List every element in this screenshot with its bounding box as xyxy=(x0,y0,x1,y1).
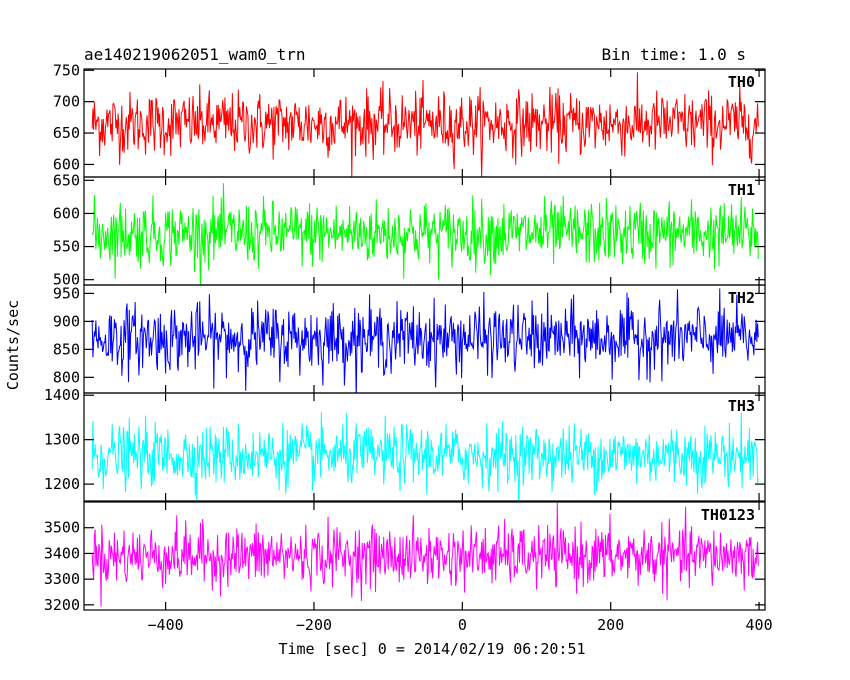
x-tick-label: 400 xyxy=(746,616,773,634)
panel-th2: 800 850 900 950 TH2 xyxy=(53,284,766,394)
y-tick-label: 650 xyxy=(53,171,80,189)
y-tick-label: 3200 xyxy=(44,596,80,614)
y-tick-label: 750 xyxy=(53,61,80,79)
y-tick-label: 700 xyxy=(53,93,80,111)
x-axis: −400 −200 0 200 400 xyxy=(148,616,773,634)
x-tick-label: −200 xyxy=(296,616,332,634)
panel-frame xyxy=(83,392,766,502)
y-tick-label: 650 xyxy=(53,124,80,142)
y-tick-label: 3400 xyxy=(44,544,80,562)
y-axis-label: Counts/sec xyxy=(4,300,22,390)
series-label-th2: TH2 xyxy=(728,289,755,307)
panel-frame xyxy=(83,501,766,611)
panel-th0123: 3200 3300 3400 3500 TH0123 xyxy=(44,501,766,614)
series-label-th1: TH1 xyxy=(728,181,755,199)
y-tick-label: 600 xyxy=(53,155,80,173)
bin-time-label: Bin time: 1.0 s xyxy=(602,45,747,64)
y-tick-label: 500 xyxy=(53,271,80,289)
panels-group: 600650700750TH0500550600650TH18008509009… xyxy=(44,61,766,614)
panel-th0: 600 650 700 750 TH0 xyxy=(53,61,766,178)
y-tick-label: 1400 xyxy=(44,386,80,404)
series-line-th1 xyxy=(91,183,759,285)
y-tick-label: 1300 xyxy=(44,431,80,449)
series-label-th0: TH0 xyxy=(728,73,755,91)
x-tick-label: −400 xyxy=(148,616,184,634)
panel-th1: 500 550 600 650 TH1 xyxy=(53,171,766,289)
y-tick-label: 800 xyxy=(53,368,80,386)
series-label-th3: TH3 xyxy=(728,397,755,415)
y-tick-label: 1200 xyxy=(44,475,80,493)
x-axis-label: Time [sec] 0 = 2014/02/19 06:20:51 xyxy=(278,640,585,658)
y-tick-label: 900 xyxy=(53,312,80,330)
panel-th3: 1200 1300 1400 TH3 xyxy=(44,386,766,502)
series-label-th0123: TH0123 xyxy=(701,506,755,524)
x-tick-label: 200 xyxy=(597,616,624,634)
series-line-th0123 xyxy=(91,502,759,607)
y-tick-label: 3300 xyxy=(44,570,80,588)
y-tick-label: 850 xyxy=(53,340,80,358)
series-line-th3 xyxy=(91,412,759,501)
series-line-th2 xyxy=(91,288,759,393)
chart-title: ae140219062051_wam0_trn xyxy=(84,45,306,64)
x-tick-label: 0 xyxy=(458,616,467,634)
series-line-th0 xyxy=(91,72,759,177)
y-tick-label: 3500 xyxy=(44,519,80,537)
y-tick-label: 550 xyxy=(53,238,80,256)
y-tick-label: 950 xyxy=(53,284,80,302)
y-tick-label: 600 xyxy=(53,204,80,222)
